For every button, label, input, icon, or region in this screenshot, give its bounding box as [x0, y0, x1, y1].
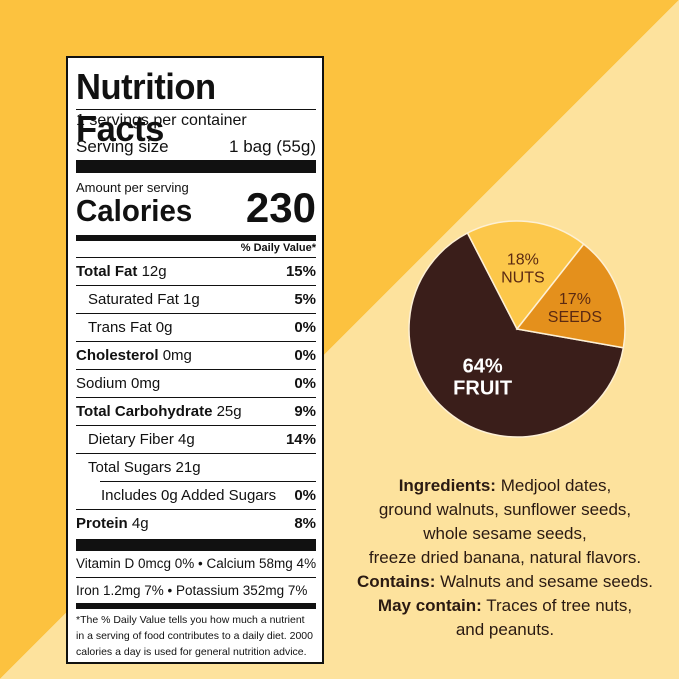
- pie-name-seeds: SEEDS: [548, 309, 602, 326]
- nutrient-dv: 0%: [294, 487, 316, 504]
- may-contain-line-2: and peanuts.: [455, 620, 555, 639]
- footnote-line-2: in a serving of food contributes to a da…: [76, 630, 313, 642]
- pie-slice-fruit: [408, 231, 625, 438]
- pie-slice-seeds: [515, 243, 626, 349]
- nutrient-label: Total Sugars 21g: [88, 459, 201, 476]
- vitamin-line-1: Vitamin D 0mcg 0% • Calcium 58mg 4%: [76, 556, 317, 571]
- nutrient-label: Trans Fat 0g: [88, 319, 173, 336]
- calories-value: 230: [245, 184, 316, 231]
- ingredients-line-2: ground walnuts, sunflower seeds,: [378, 500, 632, 519]
- nutrient-row-dietary-fiber: Dietary Fiber 4g 14%: [76, 425, 316, 454]
- nutrient-row-sodium: Sodium 0mg 0%: [76, 369, 316, 398]
- nutrient-dv: 0%: [294, 347, 316, 364]
- nutrient-label: Saturated Fat 1g: [88, 291, 200, 308]
- ingredient-pie-chart: 64%FRUIT 18%NUTS 17%SEEDS: [408, 220, 626, 438]
- nutrient-row-cholesterol: Cholesterol 0mg 0%: [76, 341, 316, 370]
- nutrient-label: Includes 0g Added Sugars: [101, 487, 277, 504]
- nutrient-row-total-carbohydrate: Total Carbohydrate 25g 9%: [76, 397, 316, 426]
- ingredients-heading: Ingredients:: [398, 476, 496, 495]
- thick-divider: [76, 160, 316, 173]
- nutrient-dv: 5%: [294, 291, 316, 308]
- nutrient-label: Cholesterol: [76, 347, 159, 364]
- may-contain-line-1: Traces of tree nuts,: [486, 596, 633, 615]
- ingredients-line-1: Medjool dates,: [500, 476, 612, 495]
- pie-percent-seeds: 17%: [559, 291, 591, 308]
- ingredients-line-3: whole sesame seeds,: [423, 524, 587, 543]
- amount-per-serving: Amount per serving: [76, 180, 189, 195]
- pie-name-nuts: NUTS: [501, 269, 545, 286]
- nutrient-dv: 15%: [285, 263, 316, 280]
- nutrient-row-total-fat: Total Fat 12g 15%: [76, 257, 316, 286]
- vitamin-line-2: Iron 1.2mg 7% • Potassium 352mg 7%: [76, 583, 308, 598]
- nutrient-amount: 4g: [131, 515, 149, 532]
- pie-percent-fruit: 64%: [463, 356, 503, 378]
- nutrient-row-total-sugars: Total Sugars 21g: [76, 453, 316, 482]
- may-contain-heading: May contain:: [377, 596, 482, 615]
- ingredients-line-4: freeze dried banana, natural flavors.: [368, 548, 642, 567]
- nutrient-row-trans-fat: Trans Fat 0g 0%: [76, 313, 316, 342]
- thick-divider: [76, 539, 316, 551]
- divider: [76, 109, 316, 110]
- nutrient-amount: 25g: [216, 403, 242, 420]
- nutrient-amount: 0mg: [162, 347, 192, 364]
- nutrient-row-added-sugars: Includes 0g Added Sugars 0%: [100, 481, 316, 510]
- pie-percent-nuts: 18%: [507, 251, 539, 268]
- divider: [76, 577, 316, 578]
- nutrient-row-protein: Protein 4g 8%: [76, 509, 316, 538]
- medium-divider: [76, 603, 316, 609]
- nutrient-dv: 9%: [294, 403, 316, 420]
- nutrient-label: Dietary Fiber 4g: [88, 431, 195, 448]
- pie-slice-nuts: [466, 220, 585, 331]
- serving-size-value: 1 bag (55g): [229, 137, 316, 156]
- nutrient-dv: 0%: [294, 375, 316, 392]
- ingredients-block: Ingredients: Medjool dates, ground walnu…: [340, 474, 670, 642]
- nutrition-title: Nutrition Facts: [76, 66, 216, 149]
- contains-text: Walnuts and sesame seeds.: [440, 572, 654, 591]
- nutrient-row-saturated-fat: Saturated Fat 1g 5%: [76, 285, 316, 314]
- footnote-line-3: calories a day is used for general nutri…: [76, 646, 307, 658]
- nutrient-label: Protein: [76, 515, 128, 532]
- contains-heading: Contains:: [356, 572, 436, 591]
- nutrient-dv: 0%: [294, 319, 316, 336]
- serving-size-label: Serving size: [76, 137, 169, 156]
- medium-divider: [76, 235, 316, 241]
- servings-per-container: 1 servings per container: [76, 112, 247, 129]
- nutrient-amount: 12g: [141, 263, 167, 280]
- nutrient-dv: 8%: [294, 515, 316, 532]
- nutrient-label: Sodium 0mg: [76, 375, 161, 392]
- calories-label: Calories: [76, 193, 193, 228]
- nutrient-label: Total Carbohydrate: [76, 403, 213, 420]
- nutrition-facts-panel: Nutrition Facts 1 servings per container…: [66, 56, 324, 664]
- footnote-line-1: *The % Daily Value tells you how much a …: [76, 614, 305, 626]
- nutrient-dv: 14%: [285, 431, 316, 448]
- nutrient-label: Total Fat: [76, 263, 138, 280]
- daily-value-header: % Daily Value*: [240, 242, 316, 254]
- pie-name-fruit: FRUIT: [453, 378, 512, 400]
